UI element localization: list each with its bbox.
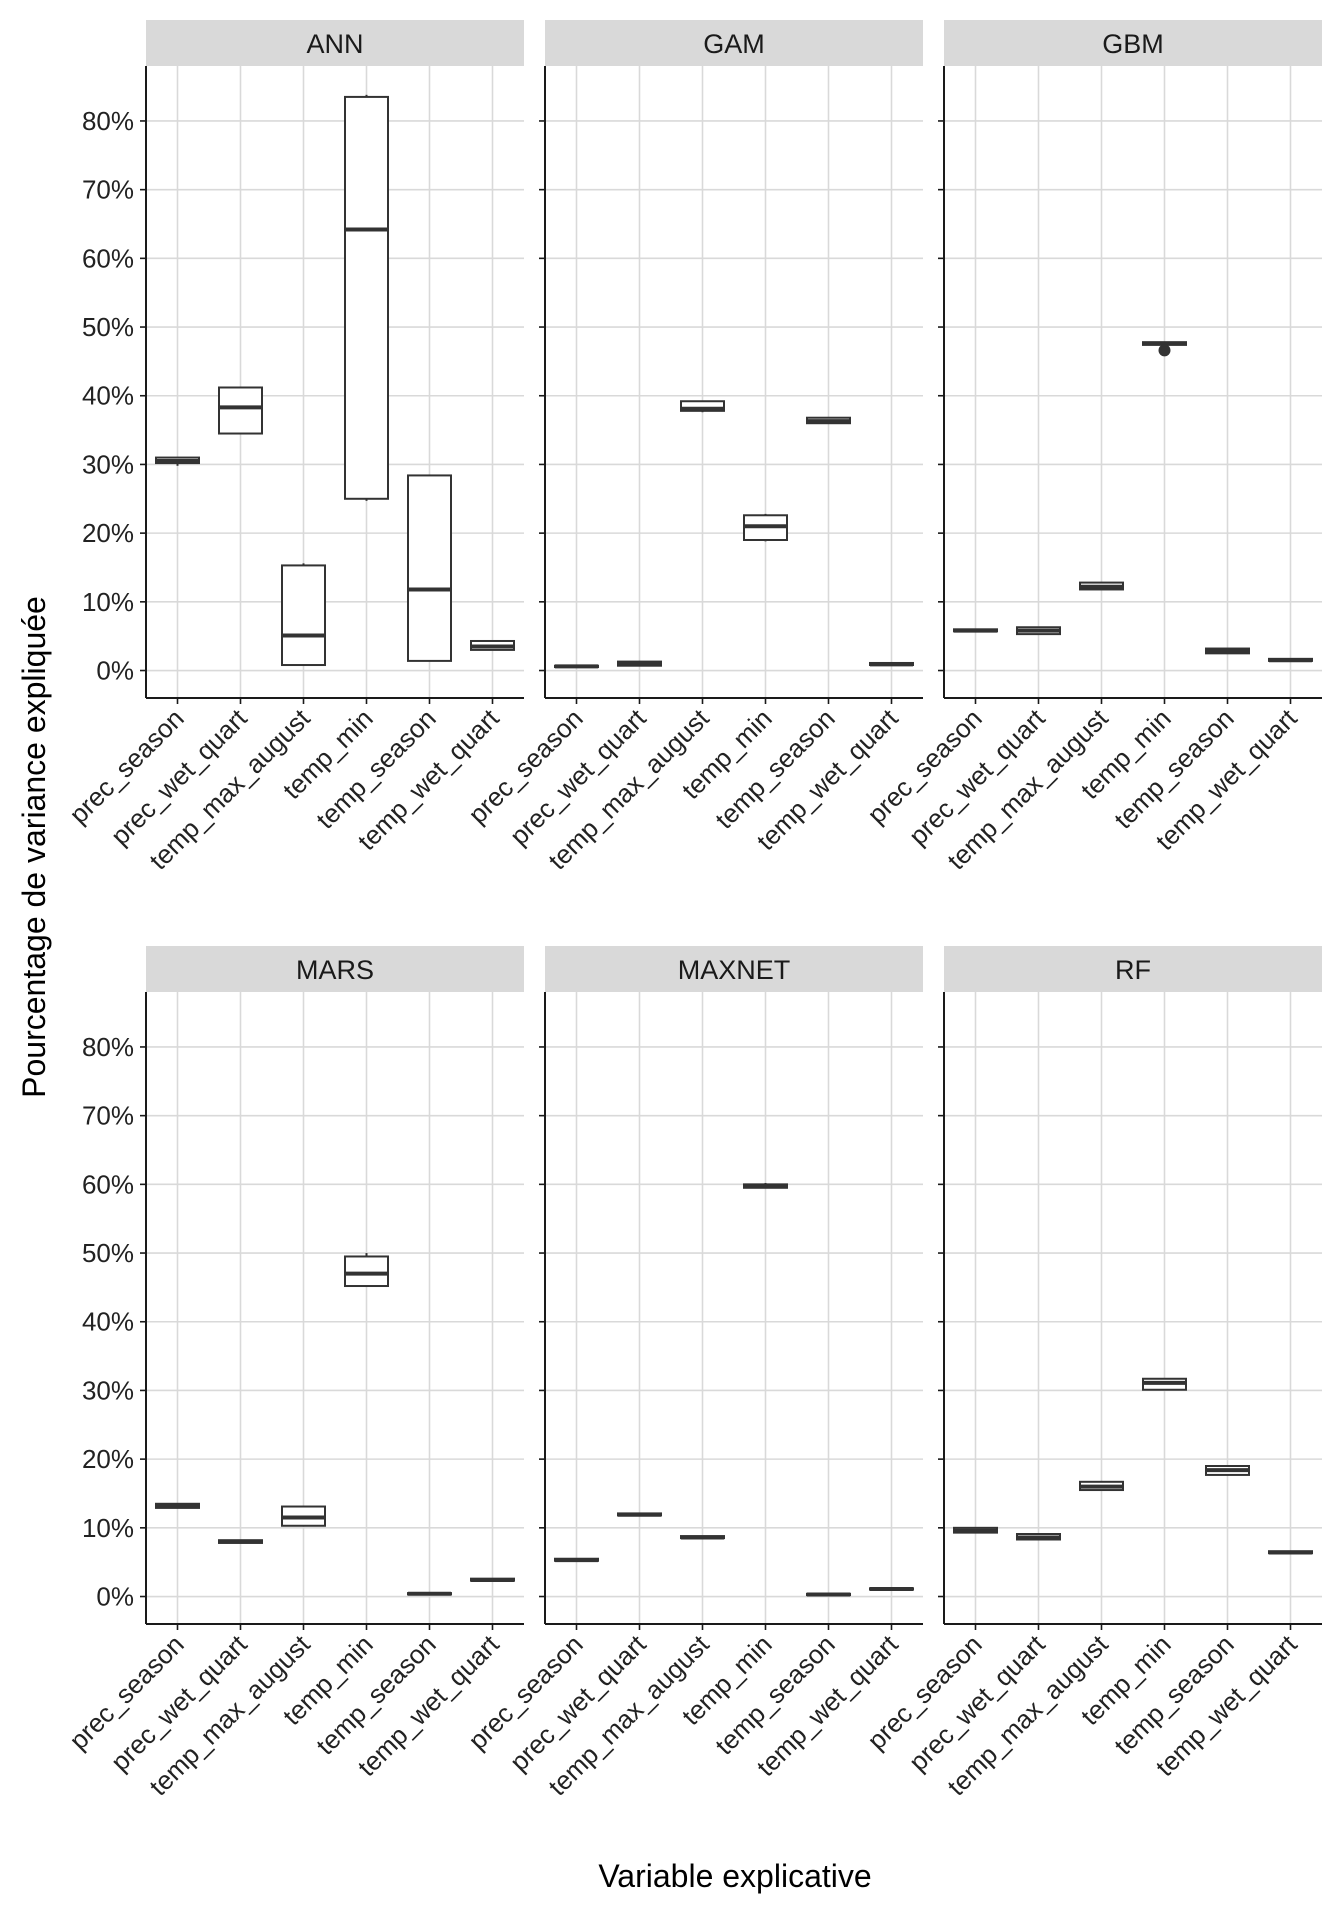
facet-gbm: GBMprec_seasonprec_wet_quarttemp_max_aug… — [861, 20, 1322, 875]
boxplot-temp_wet_quart — [869, 661, 914, 667]
y-tick-label: 70% — [82, 175, 134, 205]
facet-mars: MARS0%10%20%30%40%50%60%70%80%prec_seaso… — [63, 946, 524, 1801]
box-iqr — [344, 1255, 389, 1288]
box-iqr — [407, 474, 452, 662]
boxplot-temp_season — [407, 1591, 452, 1596]
boxplot-temp_min — [1142, 341, 1187, 357]
boxplot-temp_wet_quart — [869, 1586, 914, 1591]
facet-strip-label: GBM — [1102, 29, 1164, 59]
outlier-point — [1158, 344, 1171, 357]
y-tick-label: 10% — [82, 587, 134, 617]
boxplot-temp_min — [344, 1253, 389, 1288]
facet-strip — [545, 946, 923, 992]
y-tick-label: 20% — [82, 518, 134, 548]
facet-strip — [944, 20, 1322, 66]
boxplot-temp_max_august — [1079, 581, 1124, 591]
y-axis-title: Pourcentage de variance expliquée — [16, 596, 52, 1098]
y-tick-label: 50% — [82, 1238, 134, 1268]
y-tick-label: 40% — [82, 1307, 134, 1337]
boxplot-temp_wet_quart — [470, 1577, 515, 1583]
boxplot-temp_min — [743, 513, 788, 542]
y-tick-label: 30% — [82, 449, 134, 479]
boxplot-temp_max_august — [1079, 1480, 1124, 1492]
boxplot-temp_max_august — [281, 563, 326, 667]
facet-strip — [944, 946, 1322, 992]
boxplot-prec_season — [155, 1502, 200, 1509]
boxplot-prec_wet_quart — [1016, 626, 1061, 636]
boxplot-temp_max_august — [281, 1505, 326, 1527]
boxplot-prec_wet_quart — [218, 386, 263, 435]
box-iqr — [218, 386, 263, 435]
boxplot-temp_max_august — [680, 400, 725, 413]
y-tick-label: 70% — [82, 1101, 134, 1131]
boxplot-prec_season — [155, 456, 200, 466]
box-iqr — [680, 400, 725, 412]
facet-maxnet: MAXNETprec_seasonprec_wet_quarttemp_max_… — [462, 946, 923, 1801]
facet-strip — [146, 946, 524, 992]
boxplot-prec_season — [554, 1557, 599, 1563]
boxplot-temp_wet_quart — [1268, 657, 1313, 663]
facet-strip-label: RF — [1115, 955, 1151, 985]
y-tick-label: 80% — [82, 106, 134, 136]
y-tick-label: 10% — [82, 1513, 134, 1543]
y-tick-label: 80% — [82, 1032, 134, 1062]
boxplot-prec_season — [554, 664, 599, 669]
x-axis-title: Variable explicative — [598, 1858, 871, 1894]
boxplot-temp_min — [344, 94, 389, 501]
boxplot-prec_season — [953, 1526, 998, 1534]
box-iqr — [281, 564, 326, 667]
boxplot-temp_wet_quart — [470, 639, 515, 651]
boxplot-temp_min — [1142, 1377, 1187, 1391]
y-tick-label: 0% — [96, 1582, 134, 1612]
y-tick-label: 40% — [82, 381, 134, 411]
boxplot-prec_wet_quart — [617, 660, 662, 667]
y-tick-label: 60% — [82, 1169, 134, 1199]
boxplot-prec_wet_quart — [1016, 1533, 1061, 1541]
boxplot-temp_max_august — [680, 1535, 725, 1540]
y-tick-label: 20% — [82, 1444, 134, 1474]
boxplot-temp_wet_quart — [1268, 1550, 1313, 1555]
facet-strip-label: MARS — [296, 955, 374, 985]
y-tick-label: 30% — [82, 1375, 134, 1405]
boxplot-prec_wet_quart — [218, 1539, 263, 1544]
y-tick-label: 50% — [82, 312, 134, 342]
facet-ann: ANN0%10%20%30%40%50%60%70%80%prec_season… — [63, 20, 524, 875]
facet-rf: RFprec_seasonprec_wet_quarttemp_max_augu… — [861, 946, 1322, 1801]
boxplot-temp_season — [1205, 1465, 1250, 1476]
y-tick-label: 0% — [96, 656, 134, 686]
facet-strip-label: GAM — [703, 29, 765, 59]
y-tick-label: 60% — [82, 243, 134, 273]
boxplot-temp_season — [806, 416, 851, 425]
facet-strip — [146, 20, 524, 66]
facet-strip-label: ANN — [306, 29, 363, 59]
boxplot-temp_season — [806, 1592, 851, 1597]
boxplot-temp_season — [407, 474, 452, 662]
facet-gam: GAMprec_seasonprec_wet_quarttemp_max_aug… — [462, 20, 923, 875]
boxplot-temp_min — [743, 1182, 788, 1189]
boxplot-prec_wet_quart — [617, 1512, 662, 1517]
boxplot-temp_season — [1205, 647, 1250, 655]
facet-strip — [545, 20, 923, 66]
facets-group: ANN0%10%20%30%40%50%60%70%80%prec_season… — [63, 20, 1322, 1801]
boxplot-prec_season — [953, 628, 998, 633]
box-iqr — [344, 95, 389, 500]
facet-strip-label: MAXNET — [678, 955, 791, 985]
